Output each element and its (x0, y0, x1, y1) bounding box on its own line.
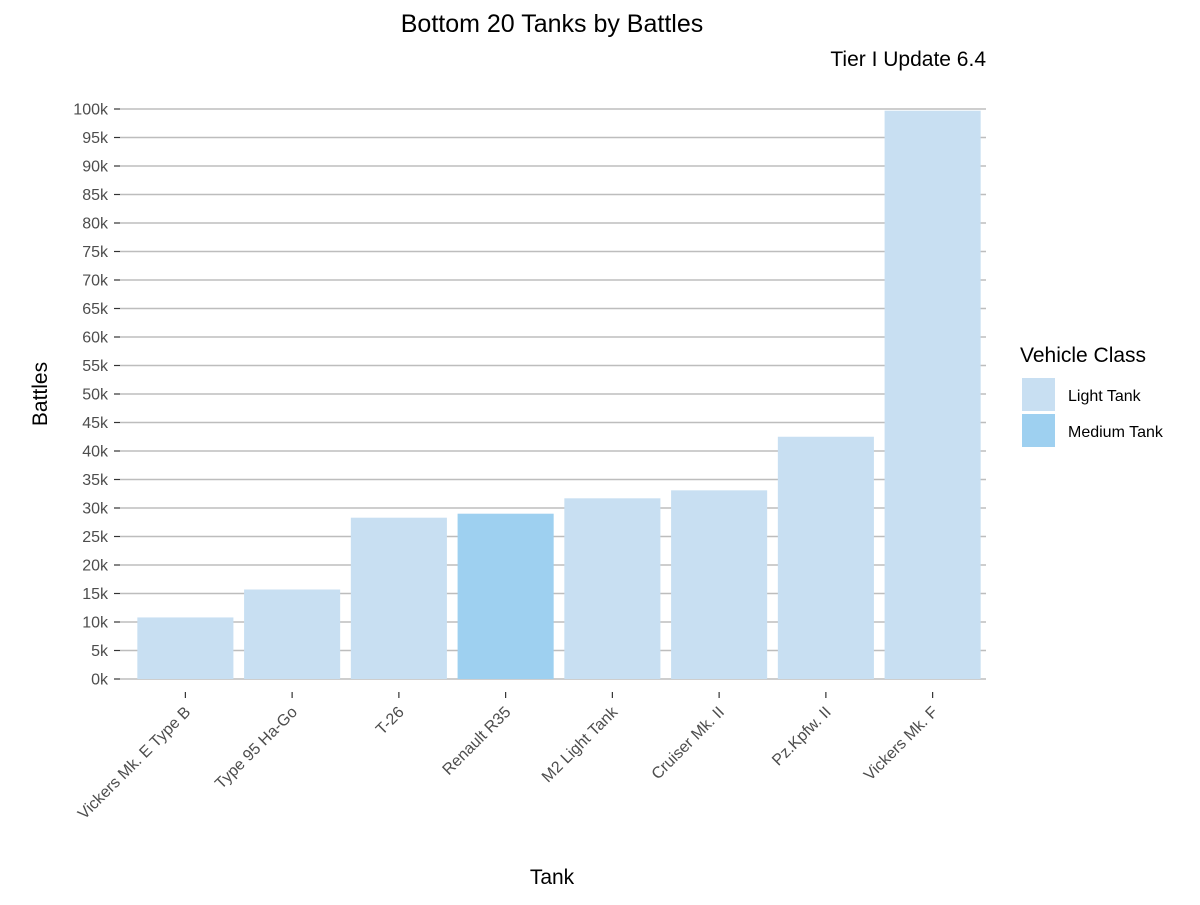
x-tick-label: Vickers Mk. E Type B (75, 704, 194, 823)
y-tick-label: 95k (82, 130, 109, 147)
bar (777, 436, 874, 679)
y-tick-label: 15k (82, 586, 109, 603)
bar (244, 589, 341, 679)
legend: Vehicle Class Light Tank Medium Tank (1020, 344, 1164, 447)
x-tick-label: Cruiser Mk. II (649, 704, 728, 783)
x-tick-label: M2 Light Tank (539, 703, 622, 786)
y-tick-label: 50k (82, 387, 109, 404)
y-tick-label: 80k (82, 216, 109, 233)
y-tick-label: 55k (82, 358, 109, 375)
y-tick-label: 70k (82, 273, 109, 290)
y-tick-label: 25k (82, 529, 109, 546)
y-tick-label: 35k (82, 472, 109, 489)
x-axis-ticks: Vickers Mk. E Type B Type 95 Ha-Go T-26 Ren… (75, 692, 942, 823)
y-tick-label: 40k (82, 444, 109, 461)
x-tick-label: Vickers Mk. F (861, 704, 941, 784)
y-axis-label: Battles (29, 362, 52, 426)
bars (137, 110, 981, 679)
bar (671, 490, 768, 679)
y-tick-label: 5k (91, 643, 109, 660)
y-tick-label: 65k (82, 301, 109, 318)
gridlines (120, 108, 986, 680)
x-tick-label: T-26 (373, 704, 408, 739)
bar (137, 617, 234, 679)
y-tick-label: 20k (82, 558, 109, 575)
chart-title: Bottom 20 Tanks by Battles (401, 10, 703, 38)
y-tick-label: 0k (91, 672, 109, 689)
x-tick-label: Type 95 Ha-Go (212, 704, 301, 793)
bar (457, 513, 554, 679)
legend-swatch (1022, 378, 1055, 411)
y-tick-label: 75k (82, 244, 109, 261)
bar (564, 498, 661, 679)
x-axis-label: Tank (530, 866, 575, 889)
legend-label: Medium Tank (1068, 424, 1164, 441)
legend-title: Vehicle Class (1020, 344, 1146, 367)
y-tick-label: 85k (82, 187, 109, 204)
chart-subtitle: Tier I Update 6.4 (830, 48, 986, 71)
bar (350, 517, 447, 679)
x-tick-label: Pz.Kpfw. II (769, 704, 834, 769)
bar (884, 110, 981, 679)
y-tick-label: 10k (82, 615, 109, 632)
y-axis-ticks: 0k 5k 10k 15k 20k 25k 30k 35k 40k 45k 50k 55k 60k 65k… (73, 102, 120, 689)
y-tick-label: 45k (82, 415, 109, 432)
legend-label: Light Tank (1068, 388, 1142, 405)
x-tick-label: Renault R35 (440, 704, 515, 779)
y-tick-label: 100k (73, 102, 109, 119)
y-tick-label: 30k (82, 501, 109, 518)
y-tick-label: 60k (82, 330, 109, 347)
legend-swatch (1022, 414, 1055, 447)
y-tick-label: 90k (82, 159, 109, 176)
